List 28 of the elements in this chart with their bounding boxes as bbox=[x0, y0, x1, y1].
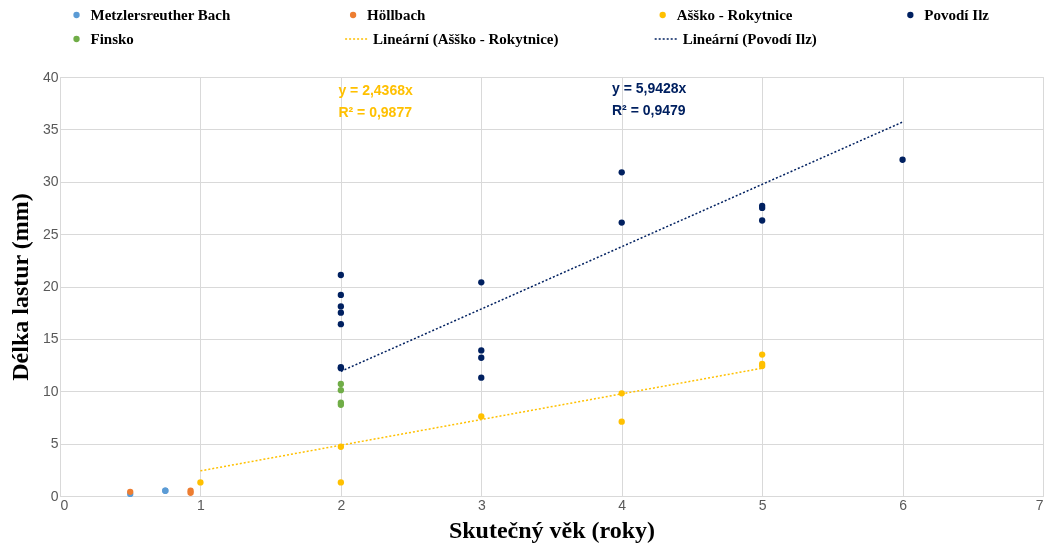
x-tick-label: 2 bbox=[337, 496, 346, 513]
x-tick-label: 5 bbox=[758, 496, 767, 513]
legend-label: Ašško - Rokytnice bbox=[676, 7, 793, 23]
legend-label: Höllbach bbox=[367, 7, 427, 23]
legend-label: Metzlersreuther Bach bbox=[90, 7, 231, 23]
y-tick-label: 20 bbox=[42, 278, 59, 294]
legend-label: Lineární (Ašško - Rokytnice) bbox=[373, 31, 559, 48]
y-tick-label: 15 bbox=[42, 330, 59, 347]
y-tick-label: 25 bbox=[42, 225, 59, 242]
x-tick-label: 1 bbox=[197, 496, 206, 513]
x-tick-label: 3 bbox=[477, 496, 486, 513]
legend-label: Finsko bbox=[90, 31, 134, 47]
y-tick-label: 5 bbox=[50, 435, 59, 452]
y-tick-label: 30 bbox=[42, 173, 59, 190]
x-tick-label: 6 bbox=[899, 496, 908, 513]
legend-label: Lineární (Povodí Ilz) bbox=[682, 31, 817, 48]
annotation: y = 5,9428x bbox=[612, 79, 687, 96]
annotation: R² = 0,9877 bbox=[338, 103, 413, 120]
y-axis-title: Délka lastur (mm) bbox=[6, 193, 33, 381]
annotation: y = 2,4368x bbox=[338, 81, 413, 98]
y-tick-label: 10 bbox=[42, 382, 59, 399]
y-tick-label: 40 bbox=[42, 68, 59, 85]
annotation: R² = 0,9479 bbox=[612, 101, 686, 118]
x-axis-title: Skutečný věk (roky) bbox=[448, 516, 656, 543]
x-tick-label: 4 bbox=[618, 496, 627, 513]
y-tick-label: 35 bbox=[42, 120, 59, 137]
x-tick-label: 7 bbox=[1035, 496, 1044, 513]
legend-label: Povodí Ilz bbox=[924, 7, 990, 23]
